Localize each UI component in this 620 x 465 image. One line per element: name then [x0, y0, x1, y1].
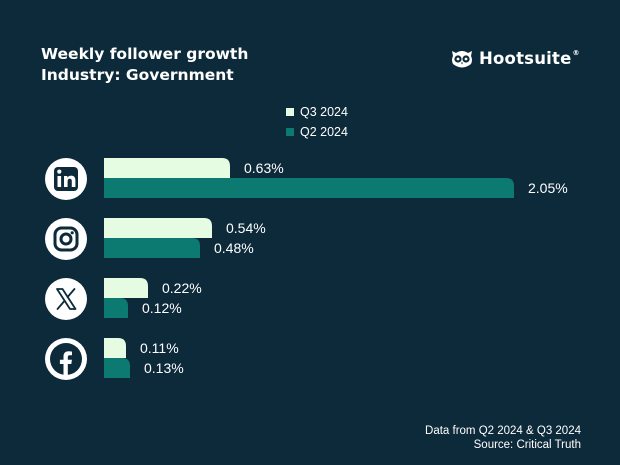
- data-label-facebook-q2: 0.13%: [144, 360, 184, 376]
- bar-linkedin-q3: [104, 158, 230, 178]
- bar-x-q2: [104, 298, 128, 318]
- bar-facebook-q3: [104, 338, 126, 358]
- data-label-linkedin-q2: 2.05%: [528, 180, 568, 196]
- footer-source: Source: Critical Truth: [473, 439, 581, 451]
- instagram-icon: [45, 218, 87, 260]
- bar-linkedin-q2: [104, 178, 514, 198]
- bar-instagram-q2: [104, 238, 200, 258]
- data-label-instagram-q3: 0.54%: [226, 220, 266, 236]
- chart-legend: Q3 2024 Q2 2024: [286, 102, 348, 142]
- legend-item-q2: Q2 2024: [286, 122, 348, 142]
- chart-subtitle: Industry: Government: [41, 66, 234, 84]
- brand-name: Hootsuite®: [479, 48, 580, 68]
- legend-label-q2: Q2 2024: [300, 125, 348, 139]
- legend-label-q3: Q3 2024: [300, 105, 348, 119]
- data-label-facebook-q3: 0.11%: [140, 340, 179, 356]
- data-label-x-q2: 0.12%: [142, 300, 182, 316]
- bar-x-q3: [104, 278, 148, 298]
- data-label-instagram-q2: 0.48%: [214, 240, 254, 256]
- data-label-linkedin-q3: 0.63%: [244, 160, 284, 176]
- data-label-x-q3: 0.22%: [162, 280, 202, 296]
- x-icon: [45, 278, 87, 320]
- bar-facebook-q2: [104, 358, 130, 378]
- bar-instagram-q3: [104, 218, 212, 238]
- owl-icon: [452, 51, 472, 68]
- legend-swatch-q3: [286, 108, 294, 116]
- legend-swatch-q2: [286, 128, 294, 136]
- chart-footer: Data from Q2 2024 & Q3 2024 Source: Crit…: [425, 424, 581, 452]
- chart-title-block: Weekly follower growth Industry: Governm…: [41, 44, 248, 86]
- chart-title: Weekly follower growth: [41, 45, 249, 63]
- facebook-icon: [45, 338, 87, 380]
- hootsuite-logo: Hootsuite®: [449, 47, 580, 69]
- linkedin-icon: [45, 158, 87, 200]
- footer-data-note: Data from Q2 2024 & Q3 2024: [425, 425, 581, 437]
- legend-item-q3: Q3 2024: [286, 102, 348, 122]
